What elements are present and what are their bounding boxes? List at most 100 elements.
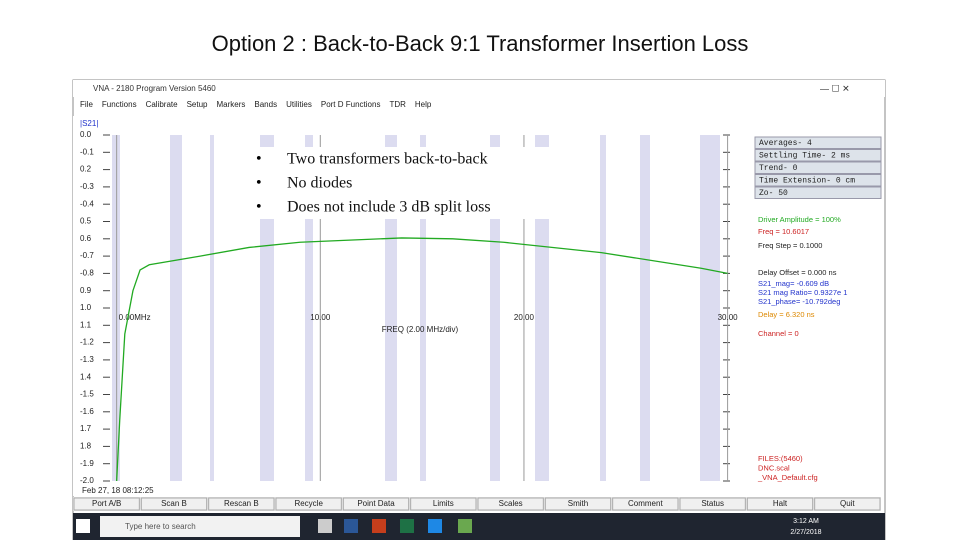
search-box[interactable] [100, 516, 300, 537]
taskbar-icon[interactable] [458, 519, 472, 533]
file-line: _VNA_Default.cfg [757, 473, 818, 482]
y-tick-label: -0.3 [80, 182, 94, 191]
band-shade [385, 135, 397, 481]
menu-item[interactable]: Markers [217, 100, 246, 109]
menu-item[interactable]: Help [415, 100, 432, 109]
button-label: Halt [773, 499, 788, 508]
taskbar-icon[interactable] [372, 519, 386, 533]
menu-item[interactable]: TDR [389, 100, 406, 109]
button[interactable] [208, 497, 275, 511]
bullet-dot: • [256, 175, 262, 192]
button-label: Recycle [294, 499, 323, 508]
button[interactable] [73, 497, 140, 511]
y-tick-label: 1.7 [80, 424, 92, 433]
y-tick-label: -1.9 [80, 459, 94, 468]
button[interactable] [544, 497, 612, 511]
taskbar-icon[interactable] [400, 519, 414, 533]
taskbar-icon[interactable] [76, 519, 90, 533]
band-shade [170, 135, 182, 481]
window-title: VNA - 2180 Program Version 5460 [93, 84, 216, 93]
status-box[interactable] [754, 149, 882, 162]
taskbar-icon[interactable] [428, 519, 442, 533]
menu-item[interactable]: Bands [254, 100, 277, 109]
band-shade [535, 135, 549, 481]
y-axis-label: |S21| [80, 119, 98, 128]
menu-item[interactable]: Calibrate [146, 100, 179, 109]
button-bar [73, 497, 881, 511]
x-tick-label: 30.00 [718, 313, 739, 322]
band-shade [640, 135, 650, 481]
button[interactable] [140, 497, 208, 511]
readout: S21 mag Ratio= 0.9327e 1 [758, 288, 847, 297]
status-box[interactable] [754, 174, 882, 187]
bullet-dot: • [256, 199, 262, 216]
readout: Delay = 6.320 ns [758, 310, 815, 319]
band-shade [260, 135, 274, 481]
status-box[interactable] [754, 186, 882, 199]
y-tick-label: -0.7 [80, 251, 94, 260]
trace [116, 237, 728, 482]
y-tick-label: -1.5 [80, 390, 94, 399]
y-tick-label: 1.8 [80, 442, 92, 451]
clock-date: 2/27/2018 [790, 529, 821, 536]
window-controls[interactable]: — ☐ ✕ [820, 83, 850, 93]
y-tick-label: 0.6 [80, 234, 92, 243]
status-text: Trend- 0 [759, 164, 798, 173]
file-line: DNC.scal [758, 463, 790, 472]
y-tick-label: -0.8 [80, 269, 94, 278]
plot: 0.0 -0.1 0.2 -0.3 -0.4 0.5 0.6 -0.7 -0.8 0.9 1.0 1.… [80, 130, 738, 485]
y-tick-label: 1.1 [80, 320, 92, 329]
file-line: FILES:(5460) [758, 454, 803, 463]
x-tick-label: 10.00 [310, 313, 331, 322]
y-tick-label: 0.2 [80, 165, 92, 174]
button-label: Limits [433, 499, 454, 508]
taskbar-icon[interactable] [318, 519, 332, 533]
status-text: Averages- 4 [759, 139, 812, 148]
status-text: Zo- 50 [759, 189, 788, 198]
button[interactable] [679, 497, 746, 511]
side-panel: Averages- 4 Settling Time- 2 ms Trend- 0 Ti… [754, 136, 882, 482]
readout: S21_mag= -0.609 dB [758, 279, 829, 288]
band-shade [420, 135, 426, 481]
menu-item[interactable]: Functions [102, 100, 137, 109]
y-tick-label: -1.3 [80, 355, 94, 364]
y-tick-label: 0.0 [80, 130, 92, 139]
button[interactable] [275, 497, 342, 511]
x-axis-label: FREQ (2.00 MHz/div) [382, 325, 459, 334]
y-tick-label: -1.2 [80, 338, 94, 347]
x-tick-label: 0.00MHz [119, 313, 151, 322]
menu-item[interactable]: Utilities [286, 100, 312, 109]
y-tick-label: 1.4 [80, 372, 92, 381]
readout: Driver Amplitude = 100% [758, 215, 841, 224]
button[interactable] [814, 497, 881, 511]
y-tick-label: 0.9 [80, 286, 92, 295]
readout: Freq = 10.6017 [758, 227, 809, 236]
status-box[interactable] [754, 136, 882, 149]
button-label: Status [701, 499, 724, 508]
button-label: Smith [568, 499, 588, 508]
y-tick-label: -0.1 [80, 147, 94, 156]
button-label: Point Data [357, 499, 395, 508]
status-box[interactable] [754, 161, 882, 174]
button-label: Comment [628, 499, 663, 508]
y-tick-label: 0.5 [80, 217, 92, 226]
button[interactable] [410, 497, 477, 511]
clock-time: 3:12 AM [793, 518, 819, 525]
bullet-dot: • [256, 151, 262, 168]
band-shade [210, 135, 214, 481]
button-label: Quit [840, 499, 855, 508]
bullet-box [250, 147, 566, 219]
button[interactable] [746, 497, 814, 511]
menu-item[interactable]: Setup [187, 100, 208, 109]
y-tick-label: -1.6 [80, 407, 94, 416]
button-label: Scales [499, 499, 523, 508]
menu-item[interactable]: Port D Functions [321, 100, 381, 109]
button-label: Rescan B [224, 499, 259, 508]
button[interactable] [342, 497, 410, 511]
button[interactable] [612, 497, 679, 511]
band-shade [700, 135, 720, 481]
menu-item[interactable]: File [80, 100, 93, 109]
button[interactable] [477, 497, 544, 511]
taskbar-icon[interactable] [344, 519, 358, 533]
